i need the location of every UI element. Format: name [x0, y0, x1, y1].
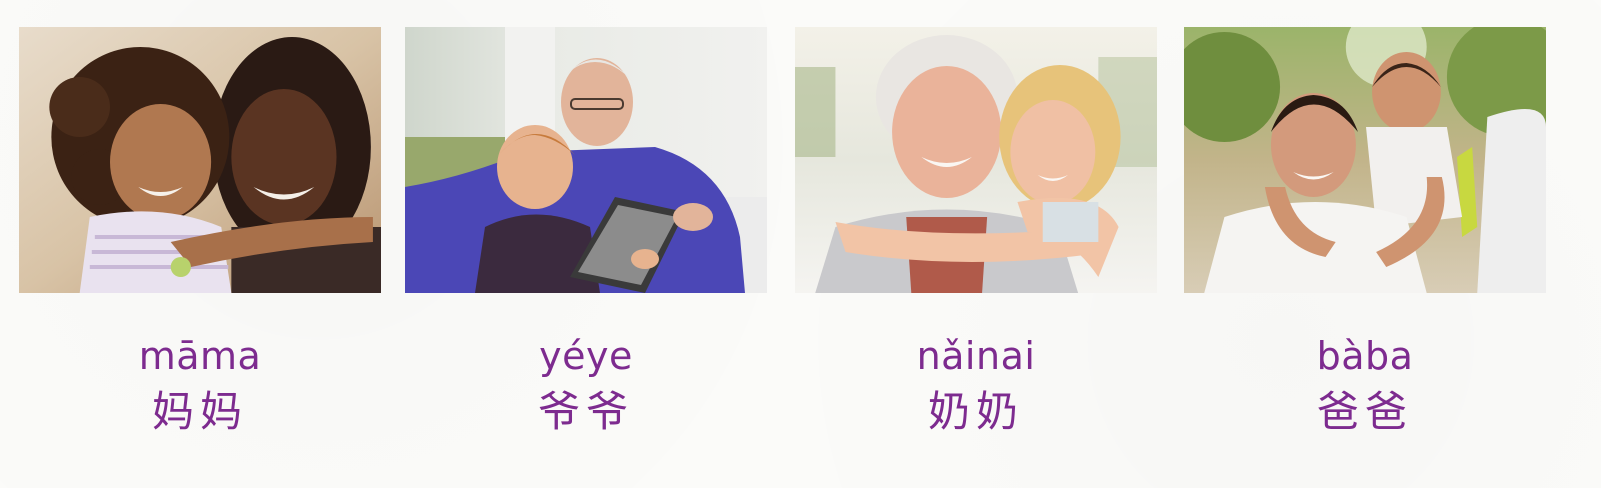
hanzi-label: 爷爷	[537, 387, 634, 436]
photo-grandfather-grandson	[405, 27, 767, 293]
pinyin-label: yéye	[539, 334, 633, 378]
pinyin-label: māma	[138, 334, 262, 378]
photo-father-son	[1184, 27, 1546, 293]
hanzi-label: 奶奶	[927, 387, 1024, 436]
photo-mother-daughter	[19, 27, 381, 293]
hanzi-label: 爸爸	[1316, 387, 1413, 436]
grandmother-granddaughter-image	[795, 27, 1157, 293]
vocab-card-yeye: yéye 爷爷	[405, 0, 767, 488]
photo-grandmother-granddaughter	[795, 27, 1157, 293]
vocab-card-baba: bàba 爸爸	[1184, 0, 1546, 488]
vocab-card-nainai: nǎinai 奶奶	[795, 0, 1157, 488]
hanzi-label: 妈妈	[151, 387, 248, 436]
vocab-card-mama: māma 妈妈	[19, 0, 381, 488]
grandfather-grandson-image	[405, 27, 767, 293]
mother-daughter-image	[19, 27, 381, 293]
father-son-image	[1184, 27, 1546, 293]
pinyin-label: bàba	[1316, 334, 1414, 378]
pinyin-label: nǎinai	[916, 334, 1036, 378]
